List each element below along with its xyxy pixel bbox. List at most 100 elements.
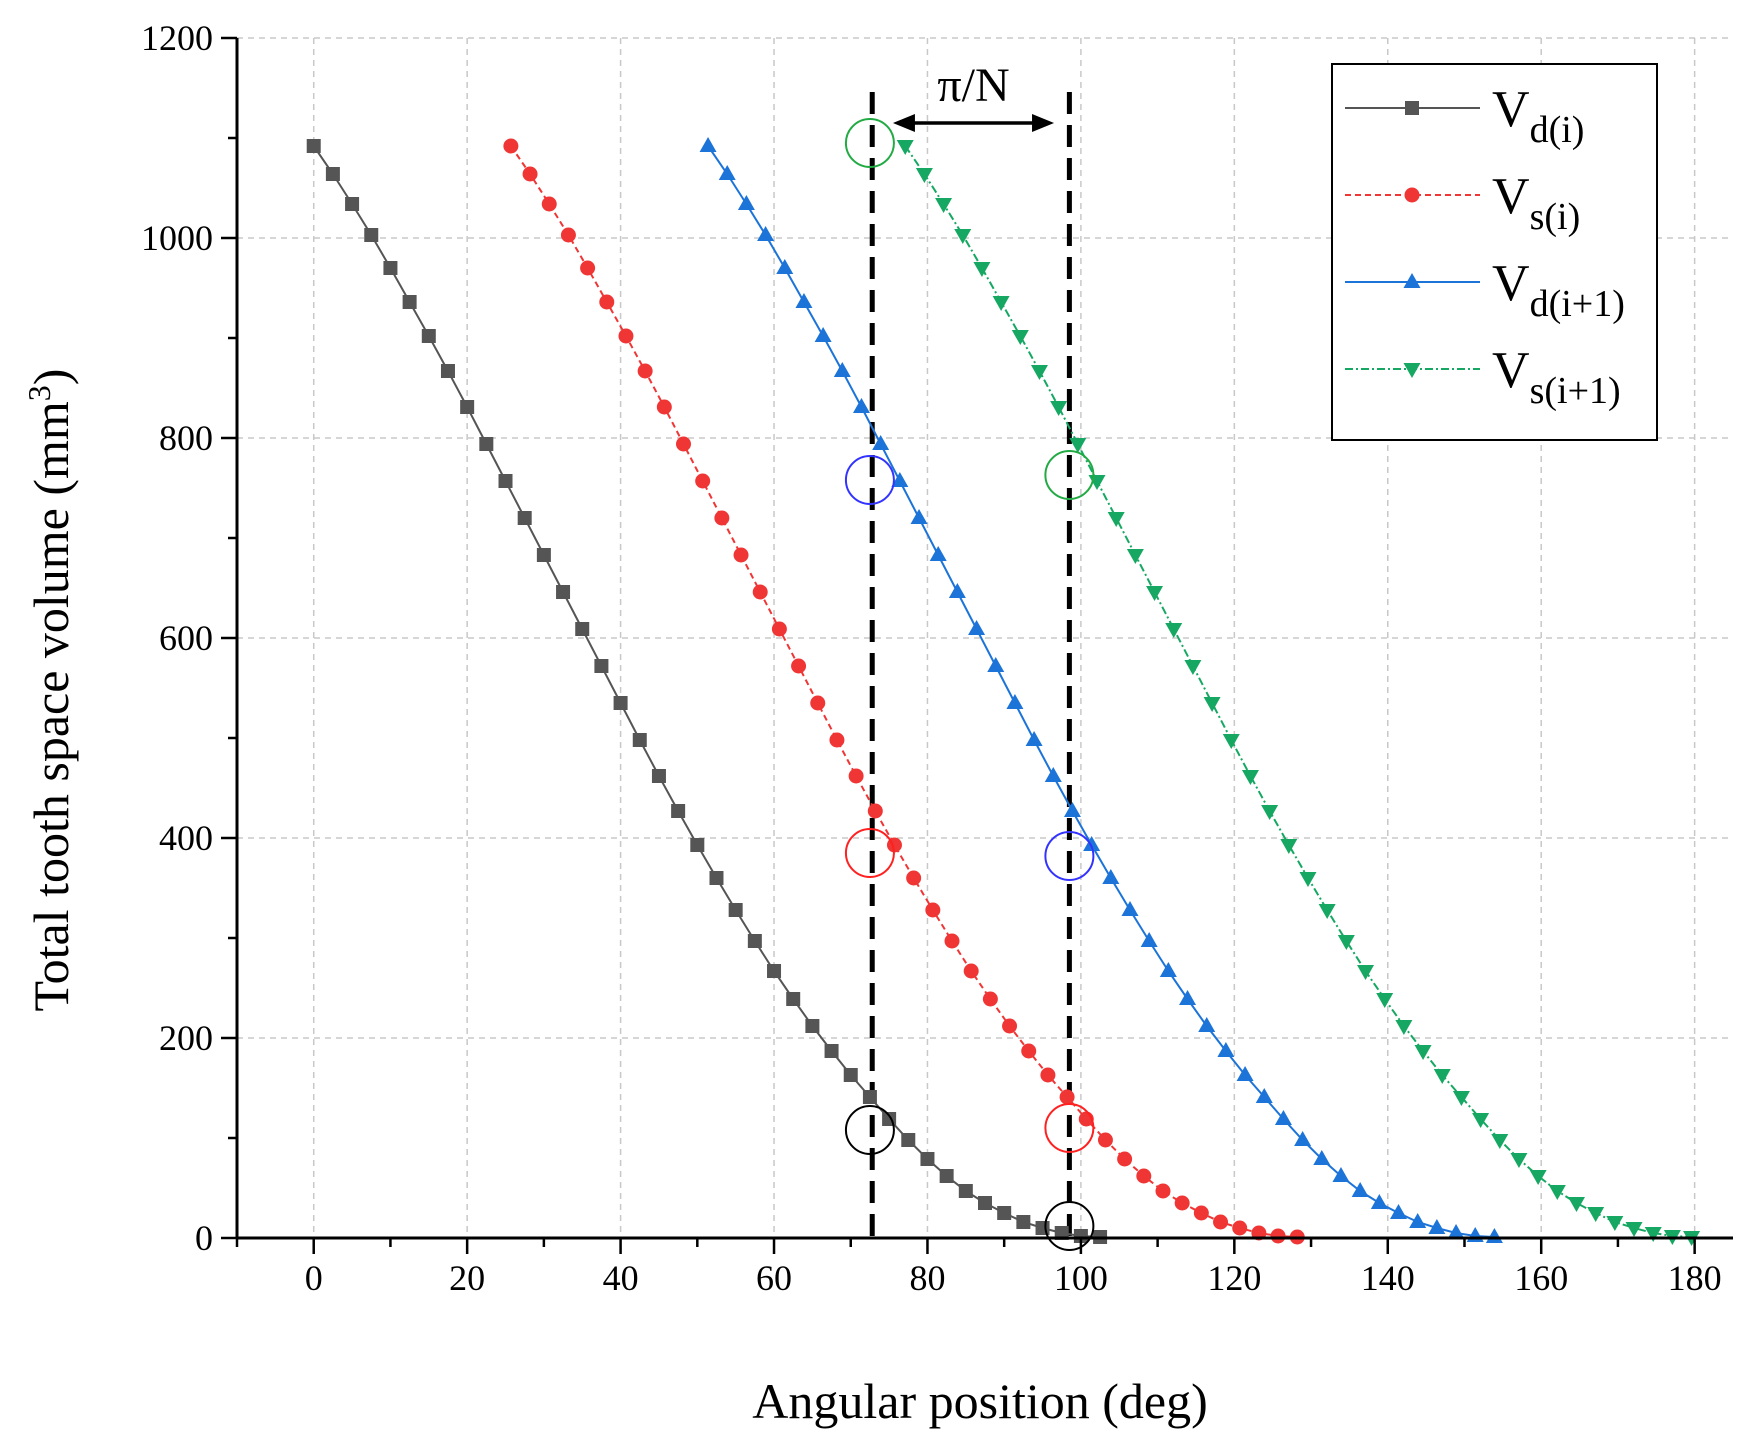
series-diplus1 <box>699 137 1503 1243</box>
data-point <box>915 168 933 183</box>
data-point <box>690 838 705 852</box>
data-point <box>954 229 972 244</box>
highlight-circle <box>1044 831 1095 881</box>
data-point <box>1121 901 1139 916</box>
legend-label-main: V <box>1492 81 1530 138</box>
x-tick-label: 20 <box>449 1258 485 1298</box>
legend-label-subscript: s(i+1) <box>1530 370 1621 412</box>
data-point <box>306 139 321 153</box>
data-point <box>939 1169 954 1183</box>
data-point <box>896 140 914 155</box>
data-point <box>824 1044 839 1058</box>
series-di <box>306 139 1108 1244</box>
data-point <box>944 933 960 949</box>
data-point <box>1063 802 1081 817</box>
series-line <box>904 145 1692 1238</box>
legend-marker <box>1403 273 1421 288</box>
data-point <box>1050 401 1068 416</box>
data-point <box>1376 993 1394 1008</box>
legend-marker <box>1404 187 1420 203</box>
data-point <box>1155 1183 1171 1199</box>
data-point <box>1021 1043 1037 1059</box>
data-point <box>1370 1194 1388 1209</box>
data-point <box>867 803 883 819</box>
legend-label-subscript: d(i) <box>1530 109 1585 151</box>
data-point <box>757 226 775 241</box>
highlight-circle <box>844 828 895 878</box>
data-point <box>1174 1195 1190 1211</box>
data-point <box>872 435 890 450</box>
data-point <box>1069 438 1087 453</box>
data-point <box>575 622 590 636</box>
data-point <box>522 166 538 182</box>
data-point <box>402 295 417 309</box>
data-point <box>599 294 615 310</box>
data-point <box>1217 1042 1235 1057</box>
data-point <box>632 733 647 747</box>
data-point <box>982 991 998 1007</box>
legend-label: Vd(i+1) <box>1492 255 1625 325</box>
data-point <box>948 583 966 598</box>
data-point <box>747 934 762 948</box>
x-tick-label: 100 <box>1054 1258 1108 1298</box>
data-point <box>1136 1168 1152 1184</box>
data-point <box>1083 836 1101 851</box>
data-point <box>325 167 340 181</box>
tick-labels: 0 20 40 60 80 100 120 140 160 180 0 200 400 600 800 100… <box>141 18 1722 1298</box>
legend-label-subscript: d(i+1) <box>1530 283 1625 325</box>
legend-marker <box>1403 363 1421 378</box>
data-point <box>1414 1045 1432 1060</box>
legend-label-main: V <box>1492 168 1530 225</box>
legend-entry: Vs(i+1) <box>1345 342 1621 412</box>
data-point <box>1203 697 1221 712</box>
data-point <box>978 1196 992 1210</box>
data-point <box>1222 734 1240 749</box>
highlight-circle <box>1044 450 1095 500</box>
y-tick-label: 200 <box>159 1018 213 1058</box>
data-point <box>541 196 557 212</box>
data-point <box>776 259 794 274</box>
data-point <box>1313 1150 1331 1165</box>
data-point <box>1452 1091 1470 1106</box>
highlight-circles <box>844 118 1095 1251</box>
legend-entry: Vs(i) <box>1345 168 1580 238</box>
y-tick-label: 1200 <box>141 18 213 58</box>
data-point <box>843 1068 858 1082</box>
data-point <box>1107 512 1125 527</box>
data-point <box>714 510 730 526</box>
data-point <box>1395 1020 1413 1035</box>
data-point <box>651 769 666 783</box>
y-tick-label: 0 <box>195 1218 213 1258</box>
highlight-circle <box>844 455 895 505</box>
pi-over-n-label: π/N <box>937 59 1009 112</box>
x-axis-title: Angular position (deg) <box>752 1373 1207 1429</box>
data-point <box>656 399 672 415</box>
data-point <box>1025 731 1043 746</box>
x-tick-label: 40 <box>603 1258 639 1298</box>
data-point <box>1548 1185 1566 1200</box>
x-tick-label: 0 <box>305 1258 323 1298</box>
data-point <box>1587 1207 1605 1222</box>
data-point <box>671 804 686 818</box>
data-point <box>1159 962 1177 977</box>
axes <box>221 36 1733 1254</box>
data-point <box>791 658 807 674</box>
data-point <box>906 870 922 886</box>
data-point <box>1146 586 1164 601</box>
data-point <box>814 327 832 342</box>
series-line <box>510 145 1298 1238</box>
highlight-circle <box>844 1105 895 1155</box>
data-point <box>580 260 596 276</box>
data-point <box>891 472 909 487</box>
data-point <box>718 165 736 180</box>
data-point <box>383 261 398 275</box>
data-point <box>910 509 928 524</box>
series-line <box>312 145 1101 1238</box>
data-point <box>1102 869 1120 884</box>
data-point <box>695 473 711 489</box>
data-point <box>829 732 845 748</box>
data-point <box>852 398 870 413</box>
data-point <box>862 1090 877 1104</box>
data-point <box>1294 1131 1312 1146</box>
data-point <box>1270 1228 1286 1244</box>
